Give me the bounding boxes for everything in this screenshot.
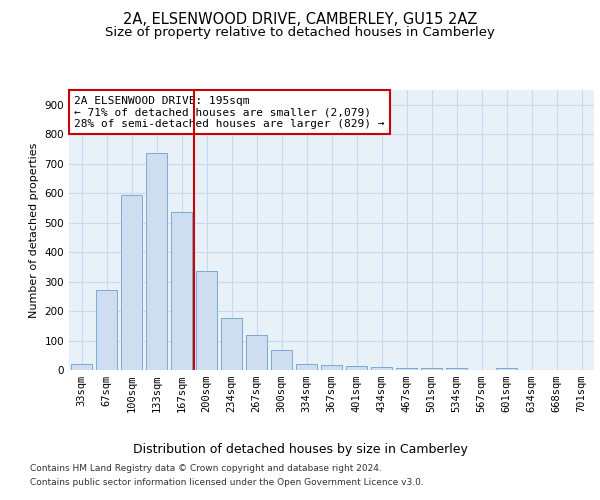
Bar bbox=[96, 290, 117, 370]
Bar bbox=[146, 154, 167, 370]
Bar bbox=[371, 367, 392, 370]
Bar bbox=[121, 194, 142, 370]
Bar bbox=[171, 212, 192, 370]
Text: 2A ELSENWOOD DRIVE: 195sqm
← 71% of detached houses are smaller (2,079)
28% of s: 2A ELSENWOOD DRIVE: 195sqm ← 71% of deta… bbox=[74, 96, 385, 129]
Bar bbox=[221, 318, 242, 370]
Text: 2A, ELSENWOOD DRIVE, CAMBERLEY, GU15 2AZ: 2A, ELSENWOOD DRIVE, CAMBERLEY, GU15 2AZ bbox=[123, 12, 477, 28]
Text: Size of property relative to detached houses in Camberley: Size of property relative to detached ho… bbox=[105, 26, 495, 39]
Bar bbox=[71, 364, 92, 370]
Bar bbox=[396, 368, 417, 370]
Bar bbox=[421, 368, 442, 370]
Y-axis label: Number of detached properties: Number of detached properties bbox=[29, 142, 39, 318]
Bar bbox=[296, 364, 317, 370]
Bar bbox=[446, 368, 467, 370]
Bar bbox=[196, 272, 217, 370]
Text: Distribution of detached houses by size in Camberley: Distribution of detached houses by size … bbox=[133, 442, 467, 456]
Bar bbox=[496, 368, 517, 370]
Bar bbox=[271, 350, 292, 370]
Bar bbox=[346, 366, 367, 370]
Bar bbox=[246, 335, 267, 370]
Text: Contains HM Land Registry data © Crown copyright and database right 2024.: Contains HM Land Registry data © Crown c… bbox=[30, 464, 382, 473]
Text: Contains public sector information licensed under the Open Government Licence v3: Contains public sector information licen… bbox=[30, 478, 424, 487]
Bar bbox=[321, 364, 342, 370]
